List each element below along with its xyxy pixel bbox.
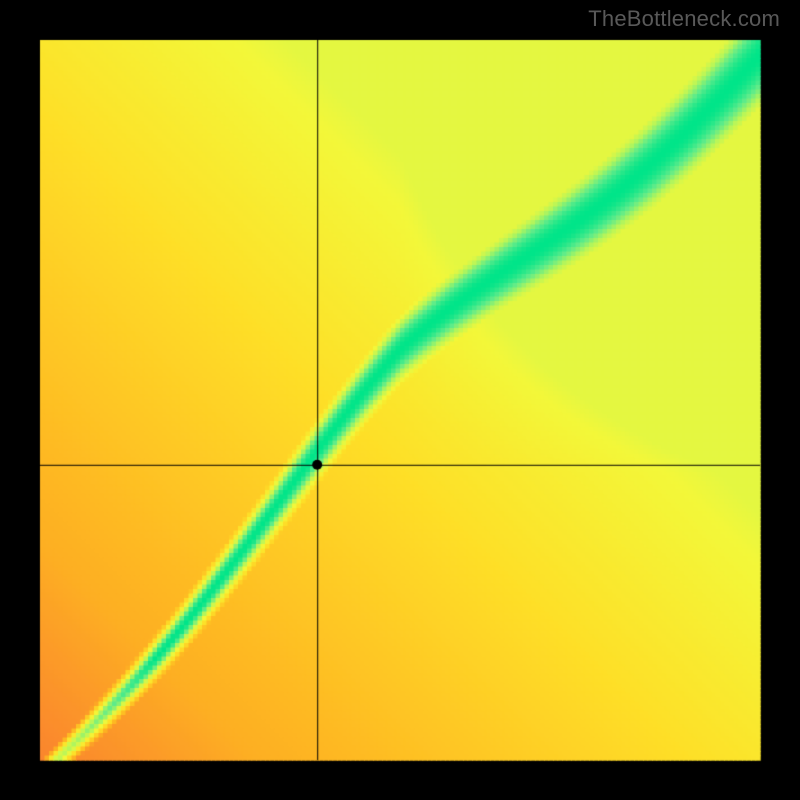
heatmap-canvas <box>0 0 800 800</box>
watermark-text: TheBottleneck.com <box>588 6 780 32</box>
chart-container: TheBottleneck.com <box>0 0 800 800</box>
